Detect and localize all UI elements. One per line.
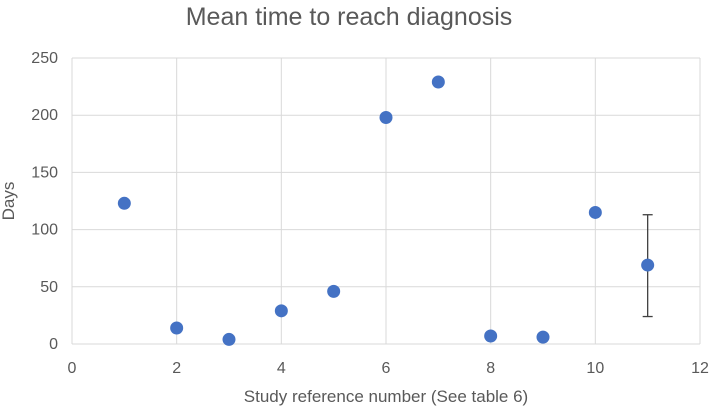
chart-title: Mean time to reach diagnosis	[186, 3, 513, 31]
x-tick-label: 2	[172, 360, 181, 377]
y-axis-label: Days	[0, 182, 18, 221]
x-tick-label: 6	[382, 360, 391, 377]
y-tick-label: 50	[40, 279, 58, 296]
data-point	[327, 284, 341, 298]
y-tick-label: 150	[31, 164, 58, 181]
data-point	[379, 110, 393, 124]
data-point	[431, 75, 445, 89]
data-point	[641, 258, 655, 272]
data-point	[588, 205, 602, 219]
data-points	[117, 75, 655, 346]
x-axis-label: Study reference number (See table 6)	[244, 387, 528, 406]
y-tick-label: 200	[31, 107, 58, 124]
data-point	[274, 304, 288, 318]
data-point	[117, 196, 131, 210]
data-point	[170, 321, 184, 335]
y-tick-label: 100	[31, 222, 58, 239]
grid	[71, 57, 701, 345]
y-tick-label: 250	[31, 50, 58, 67]
data-point	[484, 329, 498, 343]
x-tick-label: 4	[277, 360, 286, 377]
x-tick-label: 0	[68, 360, 77, 377]
x-tick-label: 12	[691, 360, 709, 377]
data-point	[222, 332, 236, 346]
x-tick-label: 8	[486, 360, 495, 377]
tick-labels: 0 50 100 150 200 250 0 2 4 6 8 10 12	[31, 50, 709, 377]
x-tick-label: 10	[586, 360, 604, 377]
data-point	[536, 330, 550, 344]
y-tick-label: 0	[49, 336, 58, 353]
